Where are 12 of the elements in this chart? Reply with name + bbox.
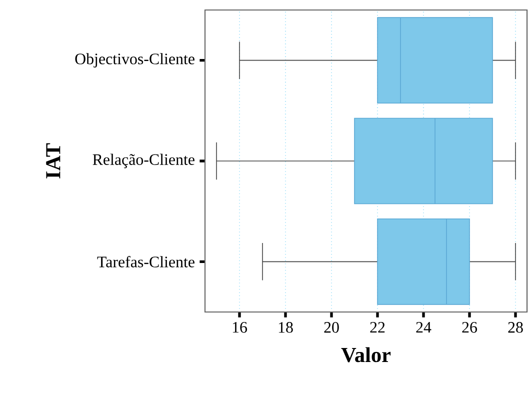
y-tick-label: Tarefas-Cliente (97, 256, 194, 268)
x-tick-label: 18 (278, 322, 293, 333)
x-tick-label: 24 (416, 322, 432, 333)
x-tick-label: 28 (508, 322, 523, 333)
x-tick-label: 22 (370, 322, 385, 333)
x-axis-title: Valor (341, 347, 391, 362)
y-tick-label: Objectivos-Cliente (75, 53, 194, 68)
x-tick-label: 20 (324, 322, 339, 333)
x-tick-label: 16 (232, 322, 247, 333)
x-tick-label: 26 (462, 322, 478, 333)
y-axis-title: IAT (46, 143, 60, 178)
y-tick-label: Relação-Cliente (92, 154, 194, 168)
